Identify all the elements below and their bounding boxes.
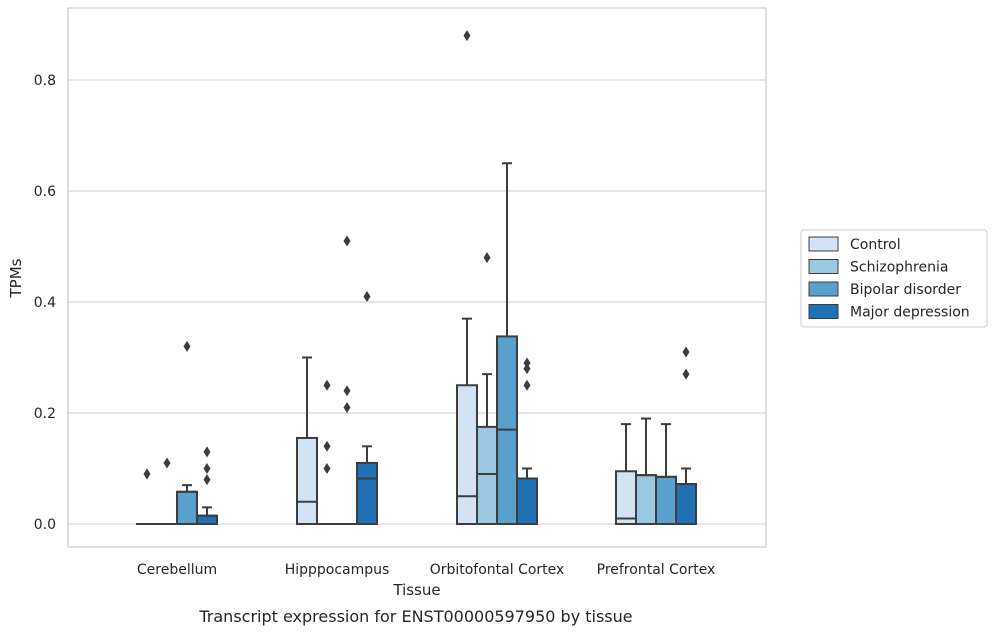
box-1-3 <box>356 290 378 526</box>
box-body <box>176 490 198 525</box>
outlier-point <box>523 363 531 375</box>
box-body <box>615 470 637 525</box>
y-axis-label: TPMs <box>7 258 25 298</box>
outlier-point <box>323 440 331 452</box>
outlier-point <box>523 379 531 391</box>
x-tick-labels: Cerebellum Hipppocampus Orbitofontal Corte… <box>137 562 715 578</box>
x-tick-label: Orbitofontal Cortex <box>430 562 565 578</box>
x-tick-label: Prefrontal Cortex <box>597 562 716 578</box>
gridlines <box>68 79 766 525</box>
box-0-1 <box>156 457 178 526</box>
box-3-2 <box>655 423 677 526</box>
outlier-point <box>363 290 371 302</box>
box-body <box>456 384 478 525</box>
box-1-1 <box>316 379 338 526</box>
outlier-point <box>203 446 211 458</box>
x-tick-label: Cerebellum <box>137 562 217 578</box>
outlier-point <box>323 463 331 474</box>
chart-caption: Transcript expression for ENST0000059795… <box>198 607 632 626</box>
outlier-point <box>203 463 211 474</box>
y-tick-label: 0.2 <box>34 406 56 422</box>
y-tick-label: 0.4 <box>34 295 56 311</box>
legend-label: Control <box>850 237 901 253</box>
outlier-point <box>183 340 191 352</box>
outlier-point <box>682 346 690 358</box>
y-tick-label: 0.0 <box>34 517 56 533</box>
box-2-0 <box>456 30 478 525</box>
y-tick-label: 0.8 <box>34 73 56 89</box>
legend-swatch <box>808 259 839 274</box>
box-2-2 <box>496 162 518 525</box>
legend-label: Schizophrenia <box>850 260 948 276</box>
x-axis-label: Tissue <box>392 581 440 599</box>
box-0-2 <box>176 340 198 525</box>
outlier-point <box>323 379 331 391</box>
outlier-point <box>163 457 171 469</box>
legend: Control Schizophrenia Bipolar disorder Majo… <box>800 229 988 328</box>
box-body <box>296 436 318 526</box>
box-1-2 <box>336 235 358 526</box>
box-body <box>356 461 378 526</box>
outlier-point <box>143 468 151 480</box>
box-3-0 <box>615 423 637 525</box>
legend-label: Major depression <box>850 305 970 321</box>
outlier-point <box>343 401 351 413</box>
box-body <box>516 477 538 525</box>
x-tick-label: Hipppocampus <box>285 562 390 578</box>
box-1-0 <box>296 356 318 526</box>
plot-frame <box>67 7 767 548</box>
box-3-1 <box>635 417 657 526</box>
outlier-point <box>463 30 471 42</box>
box-body <box>675 483 697 526</box>
box-body <box>655 475 677 526</box>
y-tick-label: 0.6 <box>34 184 56 200</box>
legend-frame <box>800 229 988 328</box>
y-tick-labels: 0.0 0.2 0.4 0.6 0.8 <box>34 73 56 533</box>
box-plots <box>136 30 697 526</box>
outlier-point <box>483 252 491 264</box>
box-3-3 <box>675 346 697 526</box>
box-0-0 <box>136 468 158 526</box>
legend-swatch <box>808 304 839 319</box>
box-0-3 <box>196 446 218 525</box>
legend-label: Bipolar disorder <box>850 282 961 298</box>
outlier-point <box>343 235 351 247</box>
box-body <box>476 425 498 525</box>
box-2-3 <box>516 357 538 525</box>
outlier-point <box>343 385 351 397</box>
outlier-point <box>682 368 690 380</box>
legend-swatch <box>808 236 839 252</box>
outlier-point <box>523 357 531 369</box>
box-2-1 <box>476 252 498 525</box>
box-body <box>196 514 218 525</box>
legend-swatch <box>808 281 839 297</box>
outlier-point <box>203 474 211 486</box>
box-body <box>635 474 657 526</box>
